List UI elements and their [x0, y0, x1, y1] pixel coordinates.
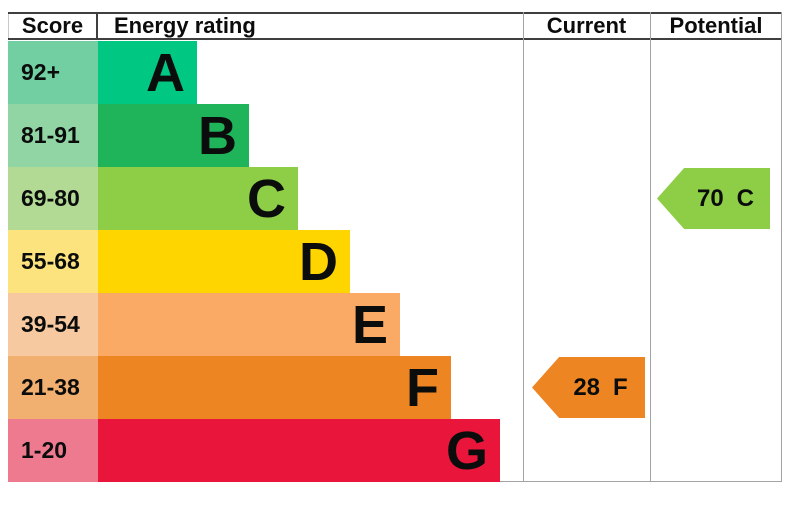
score-range-f: 21-38 — [8, 356, 98, 419]
band-row-c: 69-80 C — [8, 167, 782, 230]
band-bar-b: B — [98, 104, 249, 167]
band-bar-d: D — [98, 230, 350, 293]
band-row-f: 21-38 F — [8, 356, 782, 419]
current-column-divider — [523, 12, 524, 482]
band-letter-g: G — [445, 420, 488, 481]
potential-column-divider — [650, 12, 651, 482]
score-range-e: 39-54 — [8, 293, 98, 356]
band-letter-b: B — [198, 105, 237, 166]
band-letter-e: E — [351, 294, 388, 355]
band-bar-e: E — [98, 293, 400, 356]
score-range-g: 1-20 — [8, 419, 98, 482]
header-current: Current — [546, 13, 627, 38]
band-letter-c: C — [247, 168, 286, 229]
score-range-c: 69-80 — [8, 167, 98, 230]
band-letter-f: F — [406, 357, 439, 418]
band-row-b: 81-91 B — [8, 104, 782, 167]
band-letter-d: D — [299, 231, 338, 292]
potential-rating-letter: C — [736, 184, 755, 212]
score-range-d: 55-68 — [8, 230, 98, 293]
band-row-a: 92+ A — [8, 41, 782, 104]
header-energy-rating: Energy rating — [114, 13, 256, 38]
band-row-d: 55-68 D — [8, 230, 782, 293]
band-row-e: 39-54 E — [8, 293, 782, 356]
current-score-value: 28 — [573, 373, 601, 401]
header-potential: Potential — [669, 13, 763, 38]
score-range-a: 92+ — [8, 41, 98, 104]
table-header: Score Energy rating Current Potential — [8, 12, 782, 40]
header-score: Score — [8, 14, 98, 38]
potential-rating-arrow: 70 C — [657, 168, 770, 229]
rating-bands: 92+ A 81-91 B 69-80 C 55-68 D 39-54 E 21… — [8, 41, 782, 482]
band-letter-a: A — [146, 42, 185, 103]
band-bar-c: C — [98, 167, 298, 230]
current-rating-arrow: 28 F — [532, 357, 645, 418]
potential-score-value: 70 — [696, 184, 724, 212]
table-right-border — [781, 12, 782, 482]
band-bar-g: G — [98, 419, 500, 482]
band-bar-f: F — [98, 356, 451, 419]
band-row-g: 1-20 G — [8, 419, 782, 482]
band-bar-a: A — [98, 41, 197, 104]
current-rating-letter: F — [613, 373, 628, 401]
score-range-b: 81-91 — [8, 104, 98, 167]
